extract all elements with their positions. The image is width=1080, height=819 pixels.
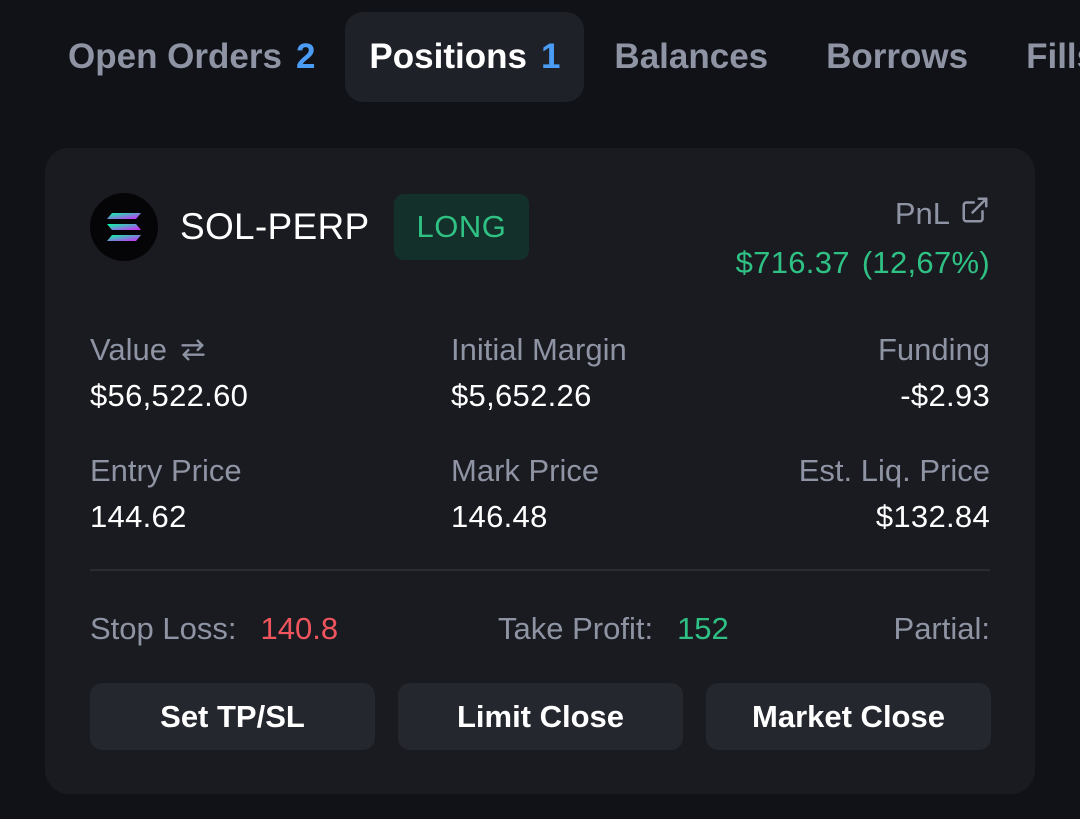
stop-loss-value: 140.8 <box>260 611 339 646</box>
tab-positions[interactable]: Positions 1 <box>345 12 585 102</box>
tab-label: Fills <box>1026 37 1080 76</box>
stat-value-amount: 146.48 <box>451 499 548 534</box>
stat-liq-price: Est. Liq. Price $132.84 <box>799 451 990 535</box>
market-symbol: SOL-PERP <box>180 206 370 247</box>
tab-borrows[interactable]: Borrows <box>798 12 996 102</box>
tab-open-orders[interactable]: Open Orders 2 <box>40 12 343 102</box>
tab-label: Borrows <box>826 37 969 76</box>
stat-value-amount: $132.84 <box>875 499 990 534</box>
stat-mark-price: Mark Price 146.48 <box>451 451 599 535</box>
take-profit-row: Take Profit: 152 <box>498 608 729 650</box>
swap-arrows-icon[interactable] <box>179 336 207 364</box>
set-tpsl-button[interactable]: Set TP/SL <box>90 683 375 750</box>
stop-loss-label: Stop Loss: <box>90 611 237 646</box>
account-tabs: Open Orders 2 Positions 1 Balances Borro… <box>40 12 1080 102</box>
side-badge: LONG <box>393 194 530 260</box>
solana-logo-icon <box>90 193 158 261</box>
position-actions: Set TP/SL Limit Close Market Close <box>90 683 991 750</box>
stop-loss-row: Stop Loss: 140.8 <box>90 608 338 650</box>
stat-label: Est. Liq. Price <box>798 453 990 488</box>
pnl-label: PnL <box>894 196 950 231</box>
stat-label: Mark Price <box>451 453 600 488</box>
partial-label: Partial: <box>893 611 990 646</box>
pnl-amount: $716.37 <box>735 245 850 280</box>
take-profit-label: Take Profit: <box>498 611 654 646</box>
position-card: SOL-PERP LONG PnL $716.37 (12,67%) <box>45 148 1035 794</box>
tab-count: 1 <box>540 37 561 76</box>
pnl-value: $716.37 (12,67%) <box>736 245 990 281</box>
stat-value-amount: -$2.93 <box>900 378 990 413</box>
take-profit-value: 152 <box>677 611 729 646</box>
value-label: Value <box>90 332 167 367</box>
stat-label: Value <box>90 330 248 370</box>
stat-value-amount: $5,652.26 <box>451 378 592 413</box>
tab-label: Open Orders <box>68 37 282 76</box>
stat-entry-price: Entry Price 144.62 <box>90 451 242 535</box>
position-header: SOL-PERP LONG <box>90 193 530 261</box>
divider <box>90 569 990 571</box>
partial-row: Partial: <box>894 608 990 650</box>
tab-balances[interactable]: Balances <box>586 12 796 102</box>
stat-value-amount: $56,522.60 <box>90 378 249 413</box>
tab-count: 2 <box>295 37 316 76</box>
external-link-icon[interactable] <box>950 195 990 233</box>
market-close-button[interactable]: Market Close <box>706 683 991 750</box>
stat-label: Entry Price <box>90 453 242 488</box>
stat-value: Value $56,522.60 <box>90 330 248 414</box>
stat-funding: Funding -$2.93 <box>878 330 990 414</box>
pnl-percent: (12,67%) <box>861 245 990 280</box>
limit-close-button[interactable]: Limit Close <box>398 683 683 750</box>
tab-label: Balances <box>614 37 769 76</box>
stat-label: Funding <box>877 332 990 367</box>
stat-initial-margin: Initial Margin $5,652.26 <box>451 330 627 414</box>
stat-value-amount: 144.62 <box>90 499 187 534</box>
pnl-label-row: PnL <box>736 193 990 235</box>
tab-label: Positions <box>369 37 527 76</box>
pnl-block[interactable]: PnL $716.37 (12,67%) <box>736 193 990 281</box>
stat-label: Initial Margin <box>451 332 627 367</box>
tab-fills[interactable]: Fills <box>998 12 1080 102</box>
